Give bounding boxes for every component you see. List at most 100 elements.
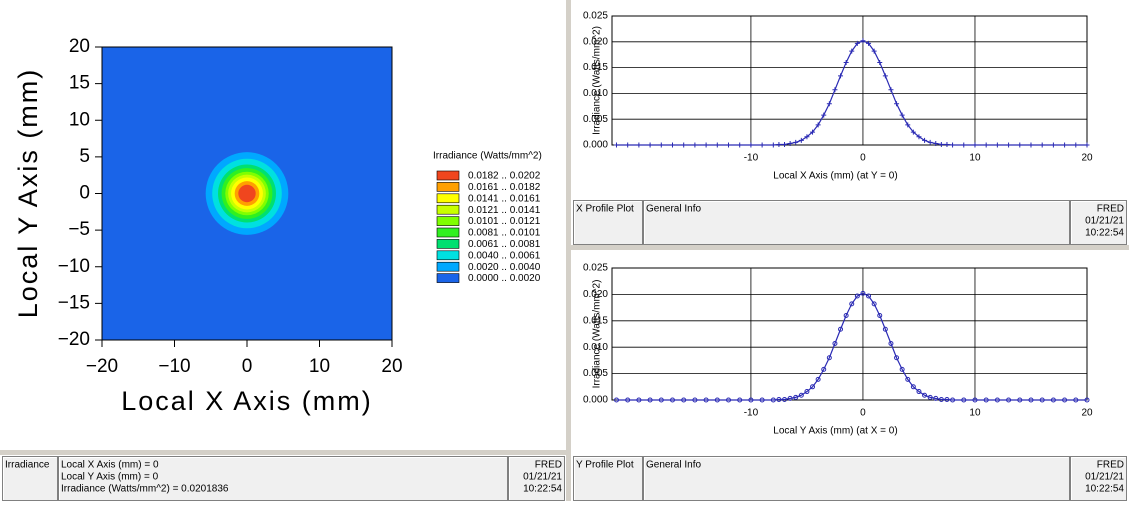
data-point [669, 142, 675, 148]
legend-label: 0.0121 .. 0.0141 [468, 205, 541, 216]
data-point [1084, 397, 1090, 403]
data-point [737, 397, 743, 403]
data-point [647, 397, 653, 403]
data-point [899, 366, 905, 372]
data-point [1028, 397, 1034, 403]
legend-label: 0.0020 .. 0.0040 [468, 262, 541, 273]
x-tick-label: 10 [969, 408, 981, 419]
legend-label: 0.0061 .. 0.0081 [468, 239, 541, 250]
profile-line [616, 292, 1087, 401]
y-tick-label: 0.005 [583, 368, 608, 379]
data-point [821, 112, 827, 118]
data-point [894, 101, 900, 107]
data-point [905, 376, 911, 382]
y-tick-label: −15 [58, 292, 90, 313]
data-point [1006, 142, 1012, 148]
data-point [922, 137, 928, 143]
x-axis-title: Local Y Axis (mm) (at X = 0) [773, 426, 897, 437]
splitter [0, 450, 566, 455]
data-point [899, 112, 905, 118]
data-point [692, 397, 698, 403]
data-point [1084, 142, 1090, 148]
x-tick-label: 20 [381, 356, 402, 377]
data-point [770, 142, 776, 148]
data-point [703, 397, 709, 403]
legend-swatch [436, 250, 460, 261]
data-point [944, 396, 950, 402]
data-point [1062, 142, 1068, 148]
legend-label: 0.0182 .. 0.0202 [468, 171, 541, 182]
legend-label: 0.0161 .. 0.0182 [468, 182, 541, 193]
data-point [961, 397, 967, 403]
data-point [938, 141, 944, 147]
data-point [838, 73, 844, 79]
data-point [776, 396, 782, 402]
data-point [714, 397, 720, 403]
data-point [916, 389, 922, 395]
data-point [1073, 142, 1079, 148]
x-tick-label: -10 [744, 408, 759, 419]
data-point [759, 397, 765, 403]
data-point [860, 290, 866, 296]
data-point [658, 142, 664, 148]
data-point [826, 101, 832, 107]
data-point [916, 134, 922, 140]
data-point [927, 139, 933, 145]
data-point [1017, 397, 1023, 403]
splitter [571, 245, 1129, 250]
legend-swatch [436, 227, 460, 238]
data-point [810, 384, 816, 390]
data-point [910, 129, 916, 135]
panel-title: Y Profile Plot [576, 460, 634, 471]
data-point [1028, 142, 1034, 148]
data-point [770, 397, 776, 403]
legend-swatch [436, 216, 460, 226]
data-point [821, 366, 827, 372]
data-point [866, 293, 872, 299]
x-tick-label: −20 [86, 356, 118, 377]
data-point [972, 142, 978, 148]
data-point [860, 38, 866, 44]
data-point [613, 397, 619, 403]
panel-title: Irradiance [5, 460, 50, 471]
y-tick-label: 20 [69, 36, 90, 57]
y-tick-label: 0.010 [583, 342, 608, 353]
y-axis-title: Irradiance (Watts/mm^2) [592, 280, 603, 389]
info-cell [573, 200, 643, 245]
profile-line [616, 40, 1087, 146]
data-point [950, 397, 956, 403]
legend-swatch [436, 182, 460, 192]
y-tick-label: 0.000 [583, 395, 608, 406]
x-tick-label: 0 [242, 356, 253, 377]
data-point [1050, 142, 1056, 148]
data-point [927, 394, 933, 400]
data-point [843, 59, 849, 65]
data-point [843, 313, 849, 319]
x-tick-label: 10 [969, 153, 981, 164]
data-point [871, 48, 877, 54]
data-point [933, 395, 939, 401]
info-cell [1070, 200, 1127, 245]
data-point [782, 396, 788, 402]
cell-bevel [574, 457, 642, 500]
cell-bevel [574, 201, 642, 244]
cell-bevel [1071, 201, 1126, 244]
info-line: General Info [646, 460, 701, 471]
data-point [787, 395, 793, 401]
data-point [793, 394, 799, 400]
data-point [787, 140, 793, 146]
data-point [748, 142, 754, 148]
y-tick-label: −10 [58, 256, 90, 277]
info-cell [643, 200, 1070, 245]
data-point [933, 140, 939, 146]
plot-frame [611, 15, 1088, 146]
splitter [566, 0, 571, 501]
data-point [849, 301, 855, 307]
y-axis-title: Irradiance (Watts/mm^2) [592, 26, 603, 135]
plot-frame [611, 267, 1088, 401]
y-tick-label: 15 [69, 73, 90, 94]
stamp-date: 01/21/21 [1085, 472, 1124, 483]
legend-label: 0.0040 .. 0.0061 [468, 250, 541, 261]
x-axis-title: Local X Axis (mm) [121, 386, 373, 416]
